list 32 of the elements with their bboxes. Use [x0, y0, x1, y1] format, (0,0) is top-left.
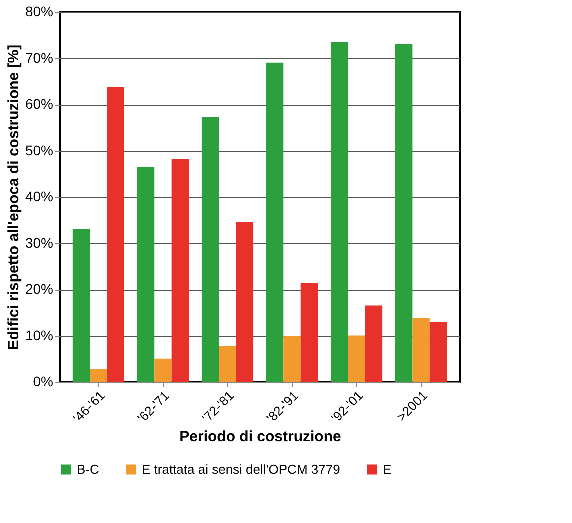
bar	[154, 358, 172, 382]
y-tick-label: 0%	[33, 374, 54, 390]
legend-label: E trattata ai sensi dell'OPCM 3779	[142, 462, 340, 477]
y-tick-label: 60%	[25, 96, 54, 112]
y-axis-title: Edifici rispetto all'epoca di costruzione [%]	[5, 44, 22, 350]
y-tick-label: 10%	[25, 327, 54, 344]
x-axis-title: Periodo di costruzione	[180, 428, 342, 446]
bar	[202, 116, 220, 382]
bar	[430, 322, 448, 382]
bar	[348, 336, 366, 382]
y-tick-label: 80%	[25, 4, 54, 20]
y-tick-label: 50%	[25, 142, 54, 158]
bar	[365, 306, 383, 382]
bar	[330, 42, 348, 382]
bar	[284, 336, 301, 382]
legend-label: E	[383, 462, 392, 477]
y-tick-label: 70%	[25, 50, 54, 66]
bar	[137, 166, 155, 382]
bar	[90, 369, 108, 382]
y-tick-label: 30%	[25, 234, 54, 251]
bar	[300, 283, 318, 382]
bar	[172, 159, 190, 382]
y-tick-label: 40%	[25, 188, 54, 204]
y-tick-label: 20%	[25, 281, 54, 297]
bar	[412, 318, 430, 382]
legend-label: B-C	[77, 462, 100, 477]
bar	[266, 62, 284, 382]
bar	[107, 87, 125, 382]
bar	[395, 44, 413, 382]
bar	[72, 229, 90, 382]
bar	[219, 346, 236, 382]
bar	[236, 222, 254, 382]
